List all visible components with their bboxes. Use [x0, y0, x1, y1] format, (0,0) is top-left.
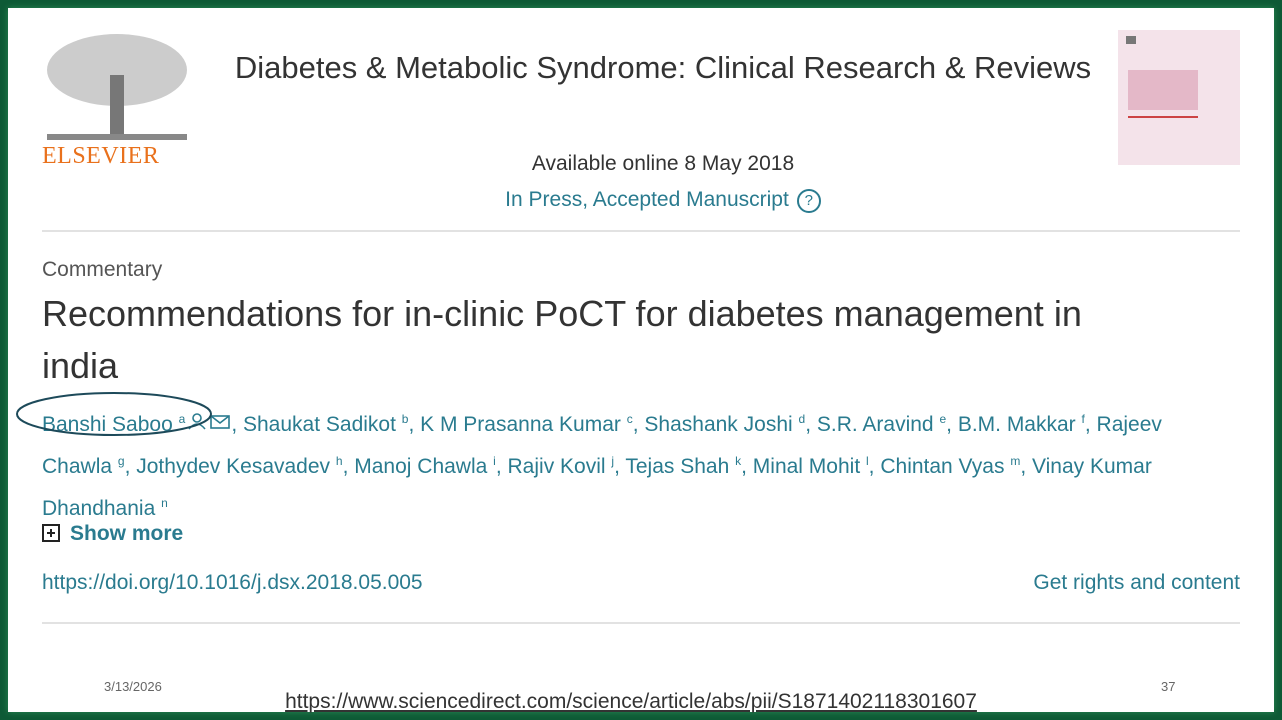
elsevier-tree-logo [47, 34, 187, 140]
doi-link[interactable]: https://doi.org/10.1016/j.dsx.2018.05.00… [42, 571, 423, 594]
affiliation-mark[interactable]: f [1081, 412, 1085, 426]
affiliation-mark[interactable]: l [866, 454, 869, 468]
author-name[interactable]: Minal Mohit [752, 455, 861, 478]
affiliation-mark[interactable]: n [161, 496, 168, 510]
divider [42, 230, 1240, 232]
author: Tejas Shah k [625, 454, 742, 478]
slide-date: 3/13/2026 [104, 679, 162, 694]
author: Rajeev Chawla g [42, 413, 1162, 478]
author-name[interactable]: S.R. Aravind [816, 413, 934, 436]
expand-icon [42, 524, 60, 542]
author: Banshi Saboo a [42, 412, 231, 436]
author-name[interactable]: Chintan Vyas [880, 455, 1005, 478]
status-text: In Press, Accepted Manuscript [505, 188, 789, 211]
available-online: Available online 8 May 2018 [531, 152, 795, 175]
affiliation-mark[interactable]: d [798, 412, 806, 426]
author-name[interactable]: Rajeev Chawla [42, 413, 1162, 478]
divider [42, 622, 1240, 624]
affiliation-mark[interactable]: b [401, 412, 409, 426]
author: Shashank Joshi d [644, 412, 806, 436]
rights-link[interactable]: Get rights and content [1033, 571, 1240, 594]
affiliation-mark[interactable]: m [1010, 454, 1021, 468]
affiliation-mark[interactable]: i [493, 454, 496, 468]
author: Jothydev Kesavadev h [136, 454, 343, 478]
author-name[interactable]: Banshi Saboo [42, 413, 173, 436]
author-name[interactable]: Shashank Joshi [644, 413, 793, 436]
author: Rajiv Kovil j [507, 454, 615, 478]
author-name[interactable]: Manoj Chawla [354, 455, 488, 478]
author-name[interactable]: Shaukat Sadikot [242, 413, 396, 436]
author-list: Banshi Saboo a, Shaukat Sadikot b, K M P… [42, 412, 1162, 520]
journal-cover [1118, 30, 1240, 165]
author-name[interactable]: Vinay Kumar Dhandhania [42, 455, 1152, 520]
affiliation-mark[interactable]: j [611, 454, 615, 468]
author: S.R. Aravind e [816, 412, 947, 436]
author: Shaukat Sadikot b [242, 412, 409, 436]
show-more[interactable]: Show more [42, 522, 183, 546]
affiliation-mark[interactable]: e [939, 412, 947, 426]
author-name[interactable]: Tejas Shah [625, 455, 730, 478]
show-more-text[interactable]: Show more [70, 522, 184, 545]
author: Manoj Chawla i [354, 454, 496, 478]
slide-number: 37 [1161, 679, 1176, 694]
highlight-ellipse [16, 392, 212, 436]
slide: ELSEVIER Diabetes & Metabolic Syndrome: … [8, 8, 1274, 713]
author: Chintan Vyas m [880, 454, 1021, 478]
affiliation-mark[interactable]: a [178, 412, 186, 426]
article-title: Recommendations for in-clinic PoCT for d… [42, 293, 1082, 386]
author-name[interactable]: Rajiv Kovil [507, 455, 606, 478]
author-name[interactable]: B.M. Makkar [957, 413, 1076, 436]
author-name[interactable]: K M Prasanna Kumar [420, 413, 621, 436]
author: K M Prasanna Kumar c [420, 412, 633, 436]
author: Vinay Kumar Dhandhania n [42, 455, 1152, 520]
help-icon[interactable]: ? [796, 189, 821, 213]
author-name[interactable]: Jothydev Kesavadev [136, 455, 331, 478]
affiliation-mark[interactable]: g [117, 454, 125, 468]
affiliation-mark[interactable]: k [735, 454, 742, 468]
source-url[interactable]: https://www.sciencedirect.com/science/ar… [285, 690, 977, 713]
article-type: Commentary [42, 258, 163, 281]
journal-title[interactable]: Diabetes & Metabolic Syndrome: Clinical … [234, 50, 1092, 85]
affiliation-mark[interactable]: h [335, 454, 343, 468]
publisher-logo: ELSEVIER [42, 143, 160, 169]
status: In Press, Accepted Manuscript? [388, 188, 938, 213]
author: Minal Mohit l [752, 454, 869, 478]
affiliation-mark[interactable]: c [626, 412, 633, 426]
author: B.M. Makkar f [957, 412, 1085, 436]
